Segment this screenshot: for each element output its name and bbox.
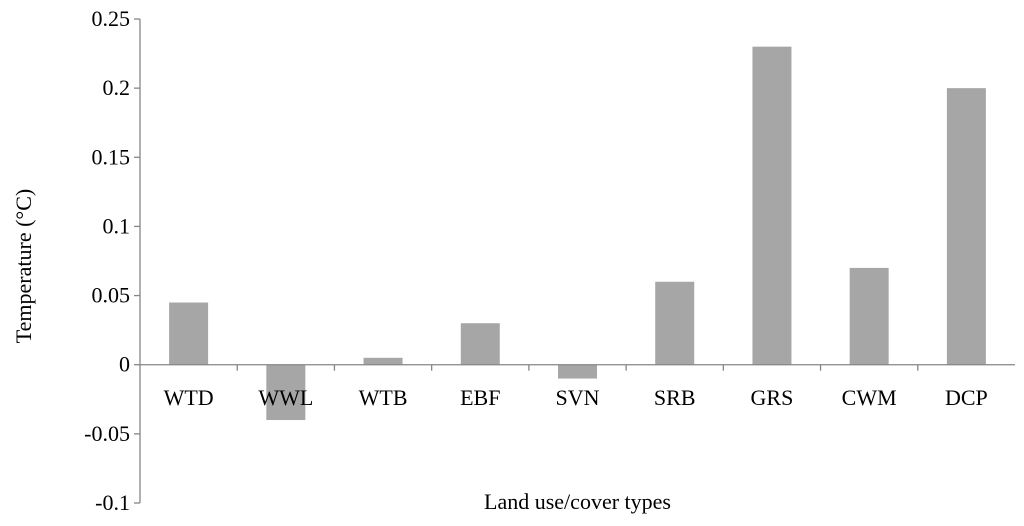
y-tick-label: 0 [119, 352, 130, 377]
x-ticks-group [236, 364, 919, 371]
y-tick-label: 0.15 [92, 144, 131, 169]
bar-wtd [169, 302, 209, 365]
x-tick-label-cwm: CWM [842, 385, 897, 410]
bar-wtb [363, 357, 403, 365]
bar-dcp [946, 88, 986, 365]
x-tick-label-ebf: EBF [460, 385, 500, 410]
y-tick-label: 0.05 [92, 283, 131, 308]
x-tick-label-dcp: DCP [945, 385, 988, 410]
x-tick-labels-group: WTD WWL WTB EBF SVN SRB GRS CWM DCP [164, 385, 988, 410]
y-tick-label: -0.1 [95, 490, 130, 515]
x-tick-label-grs: GRS [751, 385, 794, 410]
x-tick-label-wwl: WWL [258, 385, 313, 410]
x-tick-label-wtd: WTD [164, 385, 214, 410]
y-axis-title: Temperature (°C) [11, 189, 36, 343]
bar-grs [752, 46, 792, 365]
bar-svn [558, 364, 597, 379]
bars-group [169, 46, 986, 421]
x-tick-label-srb: SRB [654, 385, 696, 410]
x-axis-title: Land use/cover types [484, 489, 671, 514]
bar-cwm [849, 267, 889, 365]
bar-wwl [266, 364, 306, 421]
x-tick-label-wtb: WTB [359, 385, 408, 410]
y-tick-label: 0.25 [92, 6, 131, 31]
bar-srb [655, 281, 695, 365]
bar-ebf [460, 323, 500, 365]
y-tick-label: 0.1 [103, 213, 131, 238]
x-tick-label-svn: SVN [555, 385, 599, 410]
y-tick-label: -0.05 [84, 421, 130, 446]
y-tick-label: 0.2 [103, 75, 131, 100]
y-ticks-group: -0.1 -0.05 0 0.05 0.1 0.15 0.2 0.25 [84, 6, 140, 515]
